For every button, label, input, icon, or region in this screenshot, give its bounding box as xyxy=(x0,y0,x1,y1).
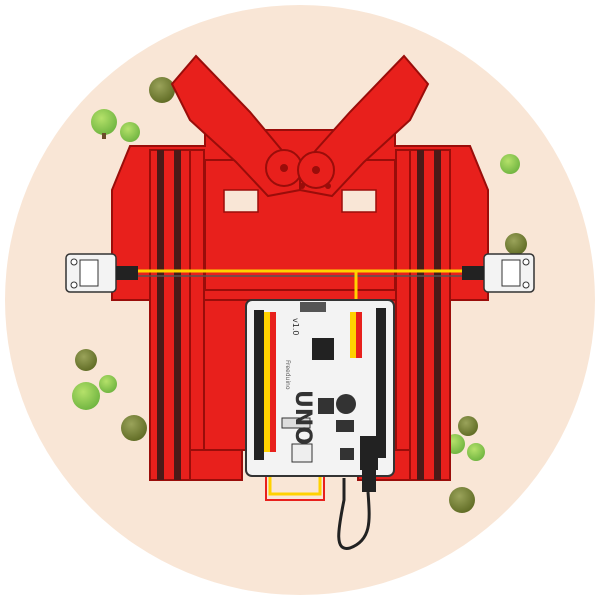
plate-slot xyxy=(223,189,259,213)
left-track xyxy=(149,149,205,481)
tree-icon xyxy=(149,77,175,103)
trees xyxy=(72,77,527,513)
tree-icon xyxy=(121,415,147,441)
tree-icon xyxy=(449,487,475,513)
sensor-module-icon xyxy=(65,253,138,293)
plate-slot xyxy=(341,189,377,213)
header-pins-right xyxy=(350,312,362,358)
tree-icon xyxy=(500,154,520,174)
board-brand-label: Freeduino xyxy=(284,360,291,390)
tree-icon xyxy=(458,416,478,436)
tree-icon xyxy=(505,233,527,255)
arduino-board-icon: UNO v1.0 Freeduino xyxy=(245,299,395,477)
board-model-label: UNO xyxy=(290,390,315,445)
tree-icon xyxy=(75,349,97,371)
tree-icon xyxy=(467,443,485,461)
sensor-module-icon xyxy=(462,253,535,293)
tree-icon xyxy=(99,375,117,393)
tree-icon xyxy=(120,122,140,142)
right-track xyxy=(395,149,451,481)
tree-icon xyxy=(72,382,100,410)
board-version-label: v1.0 xyxy=(291,318,300,335)
gear-icon xyxy=(265,149,335,189)
header-pins-left xyxy=(264,312,276,452)
tree-icon xyxy=(91,109,117,139)
usb-cable-icon xyxy=(337,466,376,550)
